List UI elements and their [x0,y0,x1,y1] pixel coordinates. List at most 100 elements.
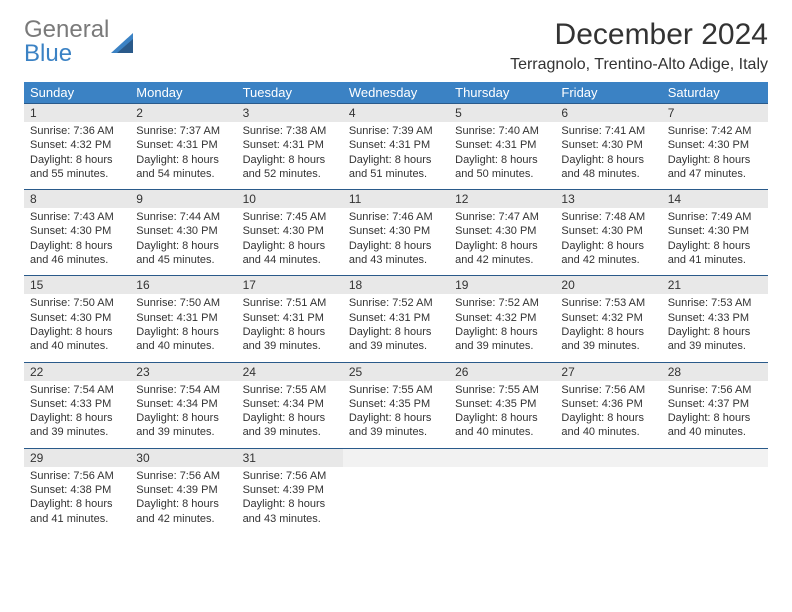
day-body: Sunrise: 7:54 AMSunset: 4:34 PMDaylight:… [130,381,236,448]
sunset-line: Sunset: 4:39 PM [243,483,337,497]
sunset-line: Sunset: 4:34 PM [136,397,230,411]
sunrise-line: Sunrise: 7:36 AM [30,124,124,138]
sunset-line: Sunset: 4:39 PM [136,483,230,497]
logo-word1: General [24,16,109,43]
sunrise-line: Sunrise: 7:55 AM [243,383,337,397]
weekday-header: Friday [555,82,661,103]
calendar-day-cell: 30Sunrise: 7:56 AMSunset: 4:39 PMDayligh… [130,448,236,534]
day-number: 1 [24,103,130,122]
weekday-header-row: SundayMondayTuesdayWednesdayThursdayFrid… [24,82,768,103]
calendar-day-cell: 14Sunrise: 7:49 AMSunset: 4:30 PMDayligh… [662,189,768,275]
day-body: Sunrise: 7:41 AMSunset: 4:30 PMDaylight:… [555,122,661,189]
sunrise-line: Sunrise: 7:37 AM [136,124,230,138]
day-body-empty [662,467,768,507]
daylight-line: Daylight: 8 hours and 39 minutes. [561,325,655,354]
calendar-day-cell: 9Sunrise: 7:44 AMSunset: 4:30 PMDaylight… [130,189,236,275]
daylight-line: Daylight: 8 hours and 39 minutes. [243,411,337,440]
sunset-line: Sunset: 4:30 PM [668,224,762,238]
calendar-day-cell [449,448,555,534]
sunset-line: Sunset: 4:31 PM [243,311,337,325]
sunset-line: Sunset: 4:38 PM [30,483,124,497]
sunrise-line: Sunrise: 7:52 AM [349,296,443,310]
day-number: 16 [130,275,236,294]
sunset-line: Sunset: 4:33 PM [668,311,762,325]
sunrise-line: Sunrise: 7:56 AM [136,469,230,483]
sunset-line: Sunset: 4:35 PM [349,397,443,411]
calendar-body: 1Sunrise: 7:36 AMSunset: 4:32 PMDaylight… [24,103,768,534]
day-number: 11 [343,189,449,208]
daylight-line: Daylight: 8 hours and 45 minutes. [136,239,230,268]
calendar-day-cell: 20Sunrise: 7:53 AMSunset: 4:32 PMDayligh… [555,275,661,361]
sunrise-line: Sunrise: 7:56 AM [668,383,762,397]
daylight-line: Daylight: 8 hours and 41 minutes. [30,497,124,526]
sunset-line: Sunset: 4:32 PM [455,311,549,325]
sunrise-line: Sunrise: 7:41 AM [561,124,655,138]
month-title: December 2024 [510,18,768,52]
day-body: Sunrise: 7:37 AMSunset: 4:31 PMDaylight:… [130,122,236,189]
sunrise-line: Sunrise: 7:51 AM [243,296,337,310]
day-body: Sunrise: 7:53 AMSunset: 4:33 PMDaylight:… [662,294,768,361]
day-body-empty [343,467,449,507]
day-body: Sunrise: 7:56 AMSunset: 4:38 PMDaylight:… [24,467,130,534]
sunrise-line: Sunrise: 7:54 AM [30,383,124,397]
daylight-line: Daylight: 8 hours and 40 minutes. [561,411,655,440]
sunrise-line: Sunrise: 7:53 AM [561,296,655,310]
sunset-line: Sunset: 4:31 PM [136,138,230,152]
sunrise-line: Sunrise: 7:46 AM [349,210,443,224]
sunset-line: Sunset: 4:32 PM [30,138,124,152]
sunset-line: Sunset: 4:30 PM [561,138,655,152]
daylight-line: Daylight: 8 hours and 39 minutes. [455,325,549,354]
day-number: 24 [237,362,343,381]
calendar-week-row: 8Sunrise: 7:43 AMSunset: 4:30 PMDaylight… [24,189,768,275]
day-number: 30 [130,448,236,467]
sunset-line: Sunset: 4:31 PM [243,138,337,152]
calendar-day-cell: 1Sunrise: 7:36 AMSunset: 4:32 PMDaylight… [24,103,130,189]
sunrise-line: Sunrise: 7:56 AM [561,383,655,397]
calendar-week-row: 15Sunrise: 7:50 AMSunset: 4:30 PMDayligh… [24,275,768,361]
calendar-day-cell [662,448,768,534]
sunset-line: Sunset: 4:33 PM [30,397,124,411]
daylight-line: Daylight: 8 hours and 43 minutes. [349,239,443,268]
daylight-line: Daylight: 8 hours and 39 minutes. [668,325,762,354]
day-body: Sunrise: 7:56 AMSunset: 4:37 PMDaylight:… [662,381,768,448]
calendar-day-cell: 28Sunrise: 7:56 AMSunset: 4:37 PMDayligh… [662,362,768,448]
day-body: Sunrise: 7:39 AMSunset: 4:31 PMDaylight:… [343,122,449,189]
day-body: Sunrise: 7:56 AMSunset: 4:39 PMDaylight:… [237,467,343,534]
calendar-day-cell: 27Sunrise: 7:56 AMSunset: 4:36 PMDayligh… [555,362,661,448]
weekday-header: Monday [130,82,236,103]
sunrise-line: Sunrise: 7:38 AM [243,124,337,138]
calendar-week-row: 22Sunrise: 7:54 AMSunset: 4:33 PMDayligh… [24,362,768,448]
day-body: Sunrise: 7:47 AMSunset: 4:30 PMDaylight:… [449,208,555,275]
calendar-day-cell: 23Sunrise: 7:54 AMSunset: 4:34 PMDayligh… [130,362,236,448]
daylight-line: Daylight: 8 hours and 39 minutes. [243,325,337,354]
calendar-day-cell: 6Sunrise: 7:41 AMSunset: 4:30 PMDaylight… [555,103,661,189]
day-body: Sunrise: 7:51 AMSunset: 4:31 PMDaylight:… [237,294,343,361]
day-number: 12 [449,189,555,208]
daylight-line: Daylight: 8 hours and 42 minutes. [455,239,549,268]
day-number: 4 [343,103,449,122]
daylight-line: Daylight: 8 hours and 42 minutes. [561,239,655,268]
calendar-day-cell: 8Sunrise: 7:43 AMSunset: 4:30 PMDaylight… [24,189,130,275]
day-body: Sunrise: 7:36 AMSunset: 4:32 PMDaylight:… [24,122,130,189]
day-number: 14 [662,189,768,208]
sunset-line: Sunset: 4:37 PM [668,397,762,411]
calendar-day-cell: 11Sunrise: 7:46 AMSunset: 4:30 PMDayligh… [343,189,449,275]
sunrise-line: Sunrise: 7:56 AM [30,469,124,483]
calendar-day-cell: 29Sunrise: 7:56 AMSunset: 4:38 PMDayligh… [24,448,130,534]
day-number: 25 [343,362,449,381]
calendar-week-row: 1Sunrise: 7:36 AMSunset: 4:32 PMDaylight… [24,103,768,189]
calendar-day-cell: 3Sunrise: 7:38 AMSunset: 4:31 PMDaylight… [237,103,343,189]
calendar-day-cell: 5Sunrise: 7:40 AMSunset: 4:31 PMDaylight… [449,103,555,189]
daylight-line: Daylight: 8 hours and 39 minutes. [30,411,124,440]
sunrise-line: Sunrise: 7:42 AM [668,124,762,138]
logo: General Blue [24,18,137,66]
sunrise-line: Sunrise: 7:49 AM [668,210,762,224]
day-body: Sunrise: 7:42 AMSunset: 4:30 PMDaylight:… [662,122,768,189]
sunset-line: Sunset: 4:30 PM [243,224,337,238]
day-number-empty [343,448,449,467]
calendar-day-cell: 18Sunrise: 7:52 AMSunset: 4:31 PMDayligh… [343,275,449,361]
daylight-line: Daylight: 8 hours and 39 minutes. [136,411,230,440]
calendar-day-cell: 24Sunrise: 7:55 AMSunset: 4:34 PMDayligh… [237,362,343,448]
calendar-day-cell: 12Sunrise: 7:47 AMSunset: 4:30 PMDayligh… [449,189,555,275]
daylight-line: Daylight: 8 hours and 44 minutes. [243,239,337,268]
